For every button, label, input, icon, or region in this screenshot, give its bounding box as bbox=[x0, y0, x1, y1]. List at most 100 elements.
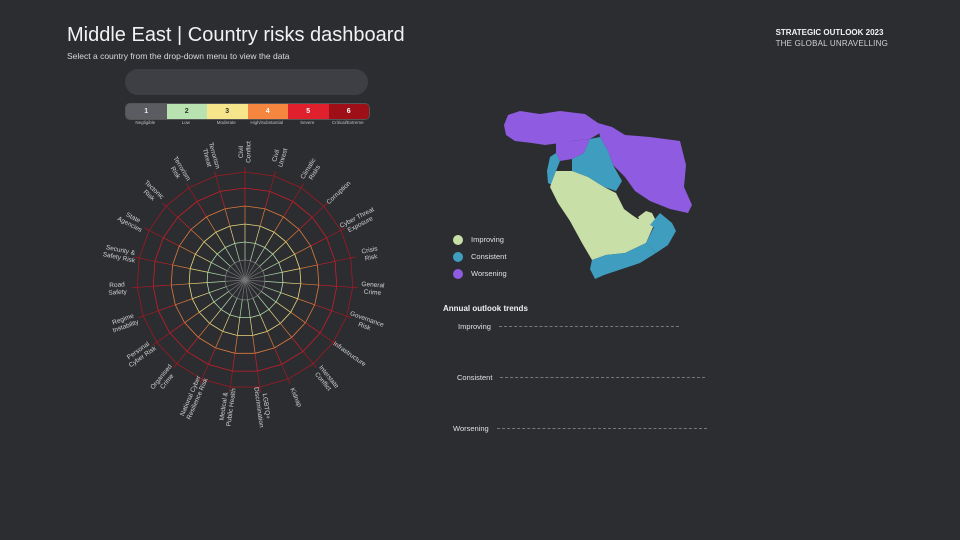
radar-spoke bbox=[252, 298, 261, 315]
radar-spoke bbox=[208, 347, 216, 365]
radar-spoke bbox=[207, 271, 226, 277]
brand-block: STRATEGIC OUTLOOK 2023 THE GLOBAL UNRAVE… bbox=[776, 27, 888, 49]
map-region-saudi-arabia[interactable] bbox=[550, 171, 654, 260]
radar-spoke bbox=[206, 216, 217, 233]
radar-spoke bbox=[297, 298, 315, 306]
radar-spoke bbox=[229, 225, 236, 244]
radar-ring-6 bbox=[136, 171, 354, 388]
radar-spoke bbox=[190, 268, 208, 273]
legend-item-worsening: Worsening bbox=[453, 265, 507, 282]
radar-tick bbox=[173, 363, 178, 368]
radar-spoke bbox=[259, 208, 266, 227]
radar-spoke bbox=[158, 304, 176, 312]
page-subtitle: Select a country from the drop-down menu… bbox=[67, 51, 290, 61]
radar-spoke bbox=[139, 257, 155, 262]
legend-dot-icon bbox=[453, 268, 463, 279]
radar-category-label: Infrastructure bbox=[332, 340, 368, 368]
map-region-yemen[interactable] bbox=[590, 243, 656, 279]
radar-category-label-line: Corruption bbox=[325, 180, 352, 206]
radar-spoke bbox=[148, 230, 164, 238]
radar-category-label-line: Threat bbox=[201, 148, 213, 168]
radar-spoke bbox=[229, 371, 233, 388]
radar-spoke bbox=[244, 266, 260, 281]
radar-spoke bbox=[257, 295, 270, 310]
map-region-iraq[interactable] bbox=[572, 137, 622, 191]
radar-tick bbox=[199, 378, 203, 384]
radar-category-label-line: Civil bbox=[271, 148, 281, 162]
radar-category-label: ClimaticRisks bbox=[300, 156, 325, 184]
radar-spoke bbox=[184, 312, 200, 323]
radar-spoke bbox=[273, 216, 284, 233]
radar-category-label: TectonicRisk bbox=[138, 179, 166, 206]
radar-spoke bbox=[234, 335, 238, 354]
page-title: Middle East | Country risks dashboard bbox=[67, 24, 405, 46]
map-region-gulf-states[interactable] bbox=[638, 211, 656, 225]
map-region-levant[interactable] bbox=[547, 153, 560, 185]
radar-category-label-line: Civil bbox=[238, 145, 245, 158]
radar-tick bbox=[138, 315, 144, 319]
radar-spoke bbox=[311, 206, 325, 218]
radar-spoke bbox=[227, 270, 246, 281]
legend-dot-icon bbox=[453, 251, 463, 262]
radar-spoke bbox=[232, 353, 236, 372]
radar-ring-3 bbox=[188, 223, 302, 336]
radar-tick bbox=[340, 227, 346, 231]
radar-spoke bbox=[224, 247, 235, 264]
radar-category-label: National CyberResilience Risk bbox=[179, 374, 210, 421]
radar-category-label-line: Conflict bbox=[246, 141, 253, 163]
radar-spoke bbox=[207, 281, 226, 283]
legend-label: Improving bbox=[471, 235, 504, 244]
radar-spoke bbox=[190, 229, 205, 243]
radar-spoke bbox=[239, 299, 243, 318]
radar-spoke bbox=[299, 264, 318, 269]
radar-spoke bbox=[211, 262, 228, 272]
map-legend: Improving Consistent Worsening bbox=[453, 231, 507, 282]
map-region-turkey[interactable] bbox=[504, 111, 600, 145]
risk-level-5: 5 bbox=[288, 104, 329, 119]
radar-spoke bbox=[326, 230, 342, 238]
radar-category-label: Corruption bbox=[325, 180, 352, 206]
radar-spoke bbox=[215, 231, 226, 248]
radar-category-label-line: Kidnap bbox=[288, 387, 303, 409]
legend-label: Worsening bbox=[471, 269, 507, 278]
radar-spoke bbox=[331, 310, 347, 317]
radar-tick bbox=[333, 341, 338, 346]
map-region-syria[interactable] bbox=[556, 139, 590, 161]
map-region-iran[interactable] bbox=[598, 123, 692, 213]
radar-spoke bbox=[298, 216, 313, 230]
map-region-oman[interactable] bbox=[646, 213, 676, 253]
radar-spoke bbox=[285, 229, 300, 243]
legend-item-consistent: Consistent bbox=[453, 248, 507, 265]
radar-spoke bbox=[203, 241, 218, 255]
radar-spoke bbox=[252, 335, 256, 354]
radar-spoke bbox=[226, 279, 246, 288]
country-dropdown[interactable] bbox=[125, 69, 368, 95]
radar-category-label: Kidnap bbox=[288, 387, 303, 409]
radar-category-label: StateAgencies bbox=[116, 209, 147, 235]
radar-spoke bbox=[317, 260, 336, 266]
radar-spoke bbox=[195, 253, 212, 263]
risk-level-2: 2 bbox=[166, 104, 207, 119]
radar-spoke bbox=[335, 257, 351, 262]
radar-spoke bbox=[275, 301, 291, 313]
radar-category-label: TerrorismThreat bbox=[200, 142, 221, 172]
radar-spoke bbox=[234, 243, 240, 261]
radar-category-label: OrganisedCrime bbox=[149, 363, 179, 396]
radar-ring-4 bbox=[170, 205, 320, 354]
radar-category-label: RoadSafety bbox=[108, 281, 128, 297]
radar-spoke bbox=[209, 286, 227, 294]
trend-row-improving: Improving bbox=[458, 322, 679, 331]
radar-spoke bbox=[169, 322, 185, 334]
radar-spoke bbox=[264, 231, 275, 248]
radar-category-label-line: Road bbox=[109, 281, 125, 289]
radar-spoke bbox=[281, 364, 289, 380]
radar-spoke bbox=[257, 371, 261, 388]
radar-category-label: RegimeInstability bbox=[109, 311, 140, 334]
radar-spoke bbox=[165, 206, 179, 218]
radar-spoke bbox=[172, 264, 191, 269]
radar-spoke bbox=[266, 331, 275, 349]
middle-east-map bbox=[504, 111, 692, 279]
radar-spoke bbox=[201, 364, 209, 380]
radar-spoke bbox=[239, 260, 246, 281]
